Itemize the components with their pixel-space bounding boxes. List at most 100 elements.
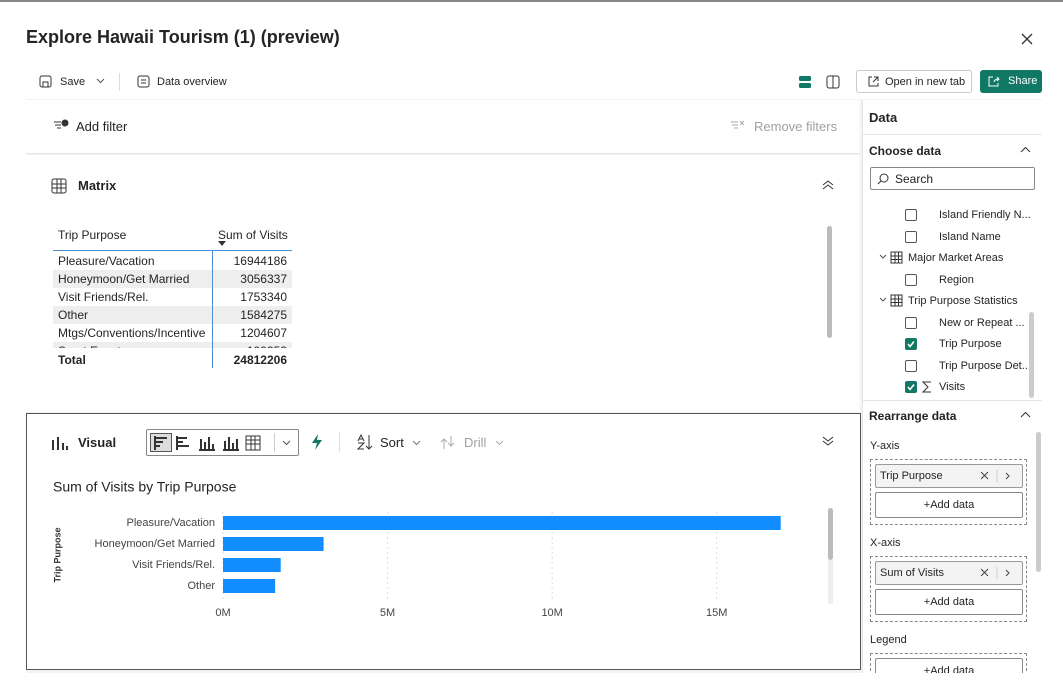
scroll-track <box>828 560 833 604</box>
collapse-matrix[interactable] <box>822 180 834 190</box>
search-box[interactable]: Search <box>870 167 1035 190</box>
table-icon[interactable] <box>879 294 903 308</box>
row-value: 1584275 <box>240 308 287 322</box>
bar <box>223 579 276 593</box>
add-data-button[interactable]: +Add data <box>875 589 1023 615</box>
y-tick-label: Other <box>187 580 215 592</box>
pill-controls[interactable] <box>980 567 1020 579</box>
x-tick-label: 0M <box>215 607 230 619</box>
divider <box>339 432 340 452</box>
divider <box>274 433 275 452</box>
row-label: Pleasure/Vacation <box>58 254 155 268</box>
checkbox-box <box>905 209 917 221</box>
row-value: 199353 <box>192 343 287 348</box>
search-icon <box>877 173 889 185</box>
expand-chevron <box>879 297 887 302</box>
collapse-choose[interactable] <box>1020 146 1031 153</box>
scrollbar[interactable] <box>827 226 832 338</box>
chart-type-chevron[interactable] <box>282 440 291 446</box>
layout-stacked[interactable] <box>798 75 812 89</box>
row-band <box>53 342 292 348</box>
well-name: X-axis <box>870 537 901 549</box>
add-data-label: +Add data <box>923 596 975 608</box>
check-mark <box>907 384 915 391</box>
sort-chevron[interactable] <box>412 440 421 446</box>
total-label: Total <box>58 353 86 367</box>
checkbox[interactable] <box>905 338 917 350</box>
collapse-rearrange[interactable] <box>1020 411 1031 418</box>
row-label: Honeymoon/Get Married <box>58 272 190 286</box>
bar-chart: Sum of Visits by Trip Purpose Trip Purpo… <box>52 479 833 619</box>
sigma <box>922 381 931 393</box>
well-drop-zone: Trip Purpose +Add data <box>870 459 1027 525</box>
share-button[interactable]: Share <box>980 70 1042 93</box>
sort-icon[interactable] <box>357 434 373 450</box>
add-data-button[interactable]: +Add data <box>875 492 1023 518</box>
field-name: Trip Purpose <box>939 338 1002 350</box>
scrollbar[interactable] <box>1029 312 1034 398</box>
checkbox[interactable] <box>905 316 917 329</box>
y-tick-label: Visit Friends/Rel. <box>132 559 215 571</box>
total-value: 24812206 <box>233 353 287 367</box>
matrix-icon <box>51 178 67 194</box>
column-rule <box>212 250 213 368</box>
row-band <box>53 270 292 288</box>
field-pill-label: Sum of Visits <box>880 567 944 579</box>
field-pill[interactable]: Sum of Visits <box>875 561 1023 585</box>
collapse-visual[interactable] <box>822 436 834 446</box>
save-chevron[interactable] <box>96 78 105 84</box>
share-label: Share <box>1008 75 1038 87</box>
well-name: Y-axis <box>870 440 900 452</box>
scrollbar[interactable] <box>828 508 833 560</box>
field-name: New or Repeat ... <box>939 316 1025 329</box>
row-label: Visit Friends/Rel. <box>58 290 149 304</box>
sort-button[interactable]: Sort <box>380 435 404 450</box>
table-grid <box>891 295 902 306</box>
data-overview-button[interactable]: Data overview <box>157 76 227 88</box>
field-tree: Island Friendly N... Island Name Major Mar… <box>862 202 1032 398</box>
table-grid <box>891 252 902 263</box>
matrix-header[interactable]: Trip Purpose <box>58 228 127 242</box>
expand-chevron <box>879 254 887 259</box>
checkbox[interactable] <box>905 230 917 243</box>
pill-controls[interactable] <box>980 470 1020 482</box>
open-icon <box>868 76 879 87</box>
field-pill[interactable]: Trip Purpose <box>875 464 1023 488</box>
layout-side[interactable] <box>826 75 840 89</box>
divider <box>862 400 1042 401</box>
table-name: Trip Purpose Statistics <box>908 295 1018 307</box>
table-glyph <box>890 251 903 264</box>
row-value: 16944186 <box>233 254 287 268</box>
checkbox[interactable] <box>905 273 917 286</box>
chart-type-picker[interactable] <box>146 429 299 456</box>
save-icon[interactable] <box>39 75 52 88</box>
expand-icon <box>1005 472 1010 480</box>
x-tick-label: 10M <box>541 607 562 619</box>
checkbox[interactable] <box>905 381 917 393</box>
row-value: 1204607 <box>240 326 287 340</box>
add-data-button[interactable]: +Add data <box>875 658 1023 673</box>
matrix-title: Matrix <box>78 178 117 193</box>
insights-button[interactable] <box>311 434 323 450</box>
checkbox-box <box>905 273 917 286</box>
table-icon[interactable] <box>879 251 903 265</box>
y-tick-label: Honeymoon/Get Married <box>95 538 215 550</box>
chart-type-icons[interactable] <box>153 435 273 451</box>
scrollbar[interactable] <box>1036 432 1041 572</box>
row-value: 1753340 <box>240 290 287 304</box>
matrix-header[interactable]: Sum of Visits <box>218 228 288 242</box>
sort-indicator <box>218 241 226 246</box>
add-data-label: +Add data <box>923 665 975 673</box>
add-filter-icon[interactable] <box>53 119 69 131</box>
checkbox[interactable] <box>905 359 917 372</box>
save-button[interactable]: Save <box>60 76 86 88</box>
add-filter-button[interactable]: Add filter <box>76 119 128 134</box>
close-button[interactable] <box>1021 33 1033 45</box>
open-new-tab-button[interactable]: Open in new tab <box>856 70 972 93</box>
checkbox[interactable] <box>905 209 917 221</box>
overview-icon[interactable] <box>137 75 150 88</box>
checkbox-box <box>905 359 917 372</box>
matrix-body: Pleasure/Vacation 16944186 Honeymoon/Get M… <box>53 251 292 348</box>
choose-data-title: Choose data <box>869 144 942 158</box>
y-axis-label: Trip Purpose <box>52 527 62 582</box>
